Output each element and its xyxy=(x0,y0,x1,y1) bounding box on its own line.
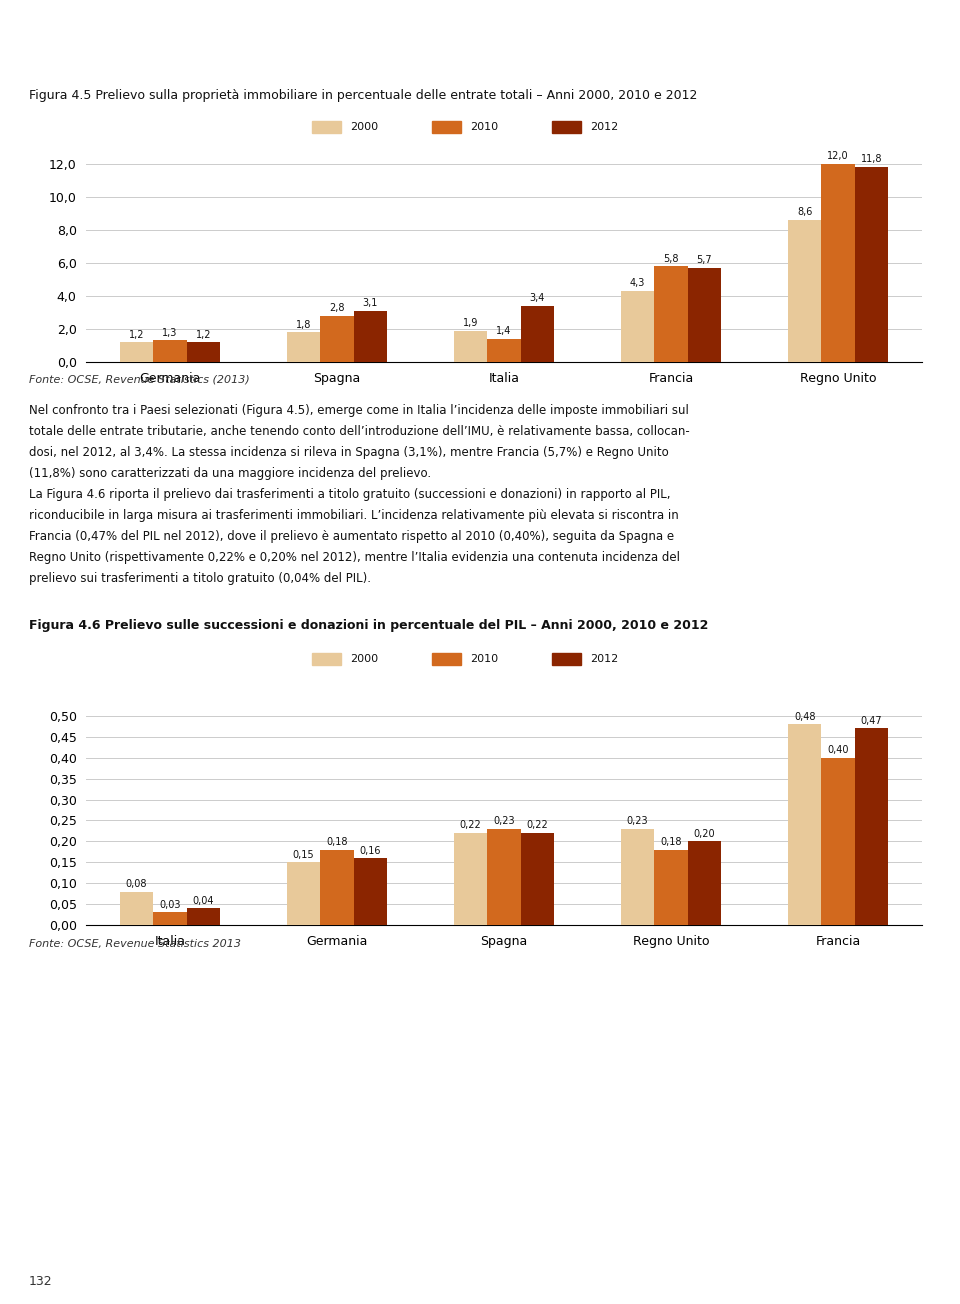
Text: 5,8: 5,8 xyxy=(663,253,679,263)
Text: 8,6: 8,6 xyxy=(797,207,812,218)
Text: dosi, nel 2012, al 3,4%. La stessa incidenza si rileva in Spagna (3,1%), mentre : dosi, nel 2012, al 3,4%. La stessa incid… xyxy=(29,446,668,459)
Text: 4,3: 4,3 xyxy=(630,278,645,288)
Bar xyxy=(321,316,353,363)
Text: 1,9: 1,9 xyxy=(463,318,478,329)
Bar xyxy=(687,841,721,925)
Bar xyxy=(154,913,186,925)
Bar xyxy=(655,850,687,925)
Text: riconducibile in larga misura ai trasferimenti immobiliari. L’incidenza relativa: riconducibile in larga misura ai trasfer… xyxy=(29,510,679,523)
Polygon shape xyxy=(576,5,960,55)
Bar xyxy=(687,267,721,363)
Text: 1,2: 1,2 xyxy=(196,330,211,339)
Bar xyxy=(287,333,321,363)
Text: 0,20: 0,20 xyxy=(694,829,715,838)
Bar xyxy=(655,266,687,363)
Text: Figura 4.6 Prelievo sulle successioni e donazioni in percentuale del PIL – Anni : Figura 4.6 Prelievo sulle successioni e … xyxy=(29,619,708,632)
Text: Nel confronto tra i Paesi selezionati (Figura 4.5), emerge come in Italia l’inci: Nel confronto tra i Paesi selezionati (F… xyxy=(29,404,688,417)
Text: 0,08: 0,08 xyxy=(126,879,147,889)
Text: Francia (0,47% del PIL nel 2012), dove il prelievo è aumentato rispetto al 2010 : Francia (0,47% del PIL nel 2012), dove i… xyxy=(29,531,674,544)
Text: 132: 132 xyxy=(29,1275,53,1288)
Text: GLI IMMOBILI IN ITALIA - 2015: GLI IMMOBILI IN ITALIA - 2015 xyxy=(24,18,304,37)
Bar xyxy=(154,340,186,363)
Bar xyxy=(854,167,888,363)
Text: 0,23: 0,23 xyxy=(627,816,648,827)
Text: 0,47: 0,47 xyxy=(861,716,882,726)
Text: 1,3: 1,3 xyxy=(162,329,178,338)
Bar xyxy=(488,339,520,363)
Text: 0,16: 0,16 xyxy=(360,845,381,855)
Text: 2010: 2010 xyxy=(470,123,498,132)
Bar xyxy=(621,291,655,363)
Bar xyxy=(552,121,581,133)
Text: 3,4: 3,4 xyxy=(530,293,545,304)
Bar xyxy=(186,909,220,925)
Text: 1,4: 1,4 xyxy=(496,326,512,336)
Bar xyxy=(520,305,554,363)
Text: 0,22: 0,22 xyxy=(460,820,482,831)
Bar xyxy=(120,342,154,363)
Bar xyxy=(488,829,520,925)
Bar xyxy=(287,862,321,925)
Text: Fonte: OCSE, Revenue Statistics (2013): Fonte: OCSE, Revenue Statistics (2013) xyxy=(29,374,250,383)
Text: 0,15: 0,15 xyxy=(293,850,314,859)
Bar xyxy=(186,342,220,363)
Text: 2012: 2012 xyxy=(590,123,618,132)
Text: Figura 4.5 Prelievo sulla proprietà immobiliare in percentuale delle entrate tot: Figura 4.5 Prelievo sulla proprietà immo… xyxy=(29,89,697,102)
Bar xyxy=(432,121,461,133)
Bar xyxy=(120,892,154,925)
Text: 1,2: 1,2 xyxy=(129,330,144,339)
Text: 2012: 2012 xyxy=(590,655,618,664)
Text: 5,7: 5,7 xyxy=(697,256,712,265)
Text: 0,03: 0,03 xyxy=(159,900,180,910)
Bar xyxy=(454,833,488,925)
Bar xyxy=(788,724,822,925)
Text: 0,22: 0,22 xyxy=(526,820,548,831)
Bar xyxy=(454,331,488,363)
Text: 0,48: 0,48 xyxy=(794,712,815,721)
Text: 2000: 2000 xyxy=(350,123,378,132)
Text: Regno Unito (rispettivamente 0,22% e 0,20% nel 2012), mentre l’Italia evidenzia : Regno Unito (rispettivamente 0,22% e 0,2… xyxy=(29,552,680,565)
Bar xyxy=(788,220,822,363)
Bar xyxy=(552,653,581,665)
Bar xyxy=(353,310,387,363)
Bar xyxy=(353,858,387,925)
Text: 2,8: 2,8 xyxy=(329,304,345,313)
Text: totale delle entrate tributarie, anche tenendo conto dell’introduzione dell’IMU,: totale delle entrate tributarie, anche t… xyxy=(29,425,689,438)
Text: 1,8: 1,8 xyxy=(296,319,311,330)
Text: 12,0: 12,0 xyxy=(828,151,849,162)
Bar xyxy=(854,729,888,925)
Bar xyxy=(621,829,655,925)
Text: 0,40: 0,40 xyxy=(828,745,849,755)
Text: Fonte: OCSE, Revenue Statistics 2013: Fonte: OCSE, Revenue Statistics 2013 xyxy=(29,939,241,949)
Bar xyxy=(432,653,461,665)
Text: 0,04: 0,04 xyxy=(193,896,214,906)
Text: prelievo sui trasferimenti a titolo gratuito (0,04% del PIL).: prelievo sui trasferimenti a titolo grat… xyxy=(29,572,371,585)
Bar xyxy=(520,833,554,925)
Text: 2010: 2010 xyxy=(470,655,498,664)
Text: 0,18: 0,18 xyxy=(326,837,348,848)
Text: La Figura 4.6 riporta il prelievo dai trasferimenti a titolo gratuito (successio: La Figura 4.6 riporta il prelievo dai tr… xyxy=(29,488,670,501)
Bar xyxy=(312,121,341,133)
Text: 0,18: 0,18 xyxy=(660,837,682,848)
Text: 3,1: 3,1 xyxy=(363,299,378,308)
Text: (11,8%) sono caratterizzati da una maggiore incidenza del prelievo.: (11,8%) sono caratterizzati da una maggi… xyxy=(29,467,431,480)
Bar xyxy=(822,163,854,363)
Bar xyxy=(822,758,854,925)
Text: 0,23: 0,23 xyxy=(493,816,515,827)
Bar xyxy=(321,850,353,925)
Text: 2000: 2000 xyxy=(350,655,378,664)
Text: 11,8: 11,8 xyxy=(861,154,882,164)
Bar xyxy=(312,653,341,665)
